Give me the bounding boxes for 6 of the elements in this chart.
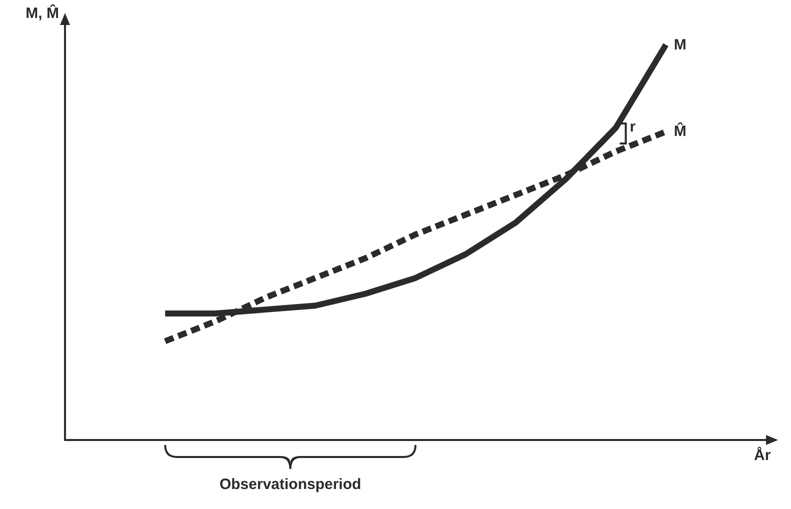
x-axis-title: År — [754, 446, 771, 464]
annotation: r — [630, 118, 636, 136]
series-label: M — [674, 36, 686, 54]
series-label: M̂ — [674, 122, 686, 140]
text: Observationsperiod — [219, 476, 362, 493]
y-axis-title: M, M̂ — [26, 3, 59, 22]
